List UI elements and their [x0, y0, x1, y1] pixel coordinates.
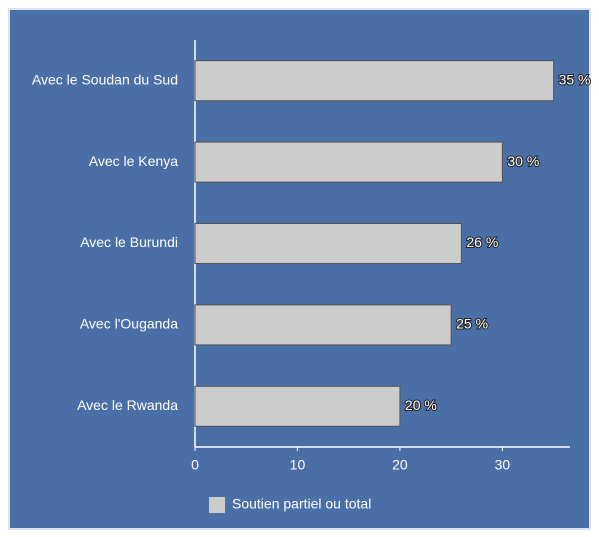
value-label: 26 % [466, 234, 498, 250]
y-tick-label: Avec le Kenya [89, 153, 178, 169]
value-label: 25 % [456, 316, 488, 332]
y-tick-label: Avec le Soudan du Sud [32, 71, 178, 87]
bar [194, 385, 401, 427]
value-label: 35 % [559, 71, 591, 87]
value-label: 30 % [507, 153, 539, 169]
bar [194, 141, 503, 183]
legend-label: Soutien partiel ou total [232, 496, 371, 512]
x-tick-label: 30 [495, 457, 511, 473]
x-tick-label: 0 [191, 457, 199, 473]
y-tick-label: Avec le Rwanda [77, 397, 178, 413]
bar [194, 223, 462, 264]
y-tick-label: Avec l'Ouganda [80, 316, 178, 332]
legend-swatch [209, 497, 225, 513]
x-tick-label: 20 [392, 457, 408, 473]
value-label: 20 % [405, 397, 437, 413]
bar [194, 304, 452, 346]
x-tick-label: 10 [290, 457, 306, 473]
bar [194, 60, 555, 102]
y-tick-label: Avec le Burundi [80, 234, 178, 250]
